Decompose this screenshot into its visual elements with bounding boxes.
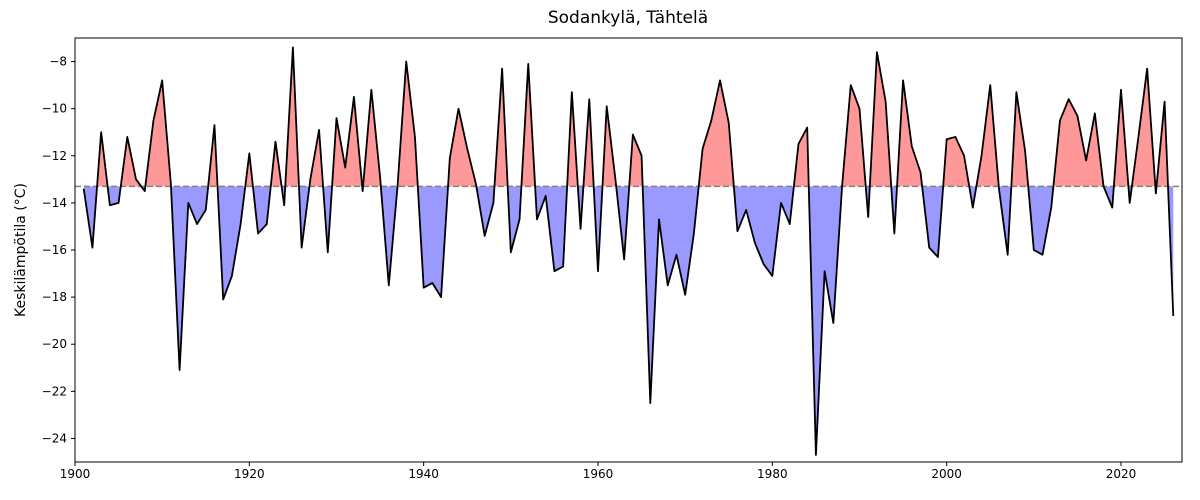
x-tick-label: 1920: [234, 467, 265, 481]
area-below: [83, 186, 1174, 455]
y-axis-label: Keskilämpötila (°C): [13, 183, 29, 317]
y-tick-label: −24: [42, 431, 67, 445]
chart-title: Sodankylä, Tähtelä: [548, 8, 708, 28]
x-tick-label: 1940: [408, 467, 439, 481]
y-tick-label: −18: [42, 290, 67, 304]
y-tick-label: −20: [42, 337, 67, 351]
line: [82, 46, 1175, 456]
x-tick-label: 2000: [931, 467, 962, 481]
y-tick-label: −16: [42, 243, 67, 257]
x-tick-label: 1960: [583, 467, 614, 481]
x-tick-label: 2020: [1106, 467, 1137, 481]
x-tick-label: 1900: [60, 467, 91, 481]
y-tick-label: −10: [42, 102, 67, 116]
y-tick-label: −14: [42, 196, 67, 210]
y-tick-label: −12: [42, 149, 67, 163]
x-tick-label: 1980: [757, 467, 788, 481]
area-above: [97, 47, 1169, 187]
y-tick-label: −8: [49, 55, 67, 69]
y-tick-label: −22: [42, 384, 67, 398]
